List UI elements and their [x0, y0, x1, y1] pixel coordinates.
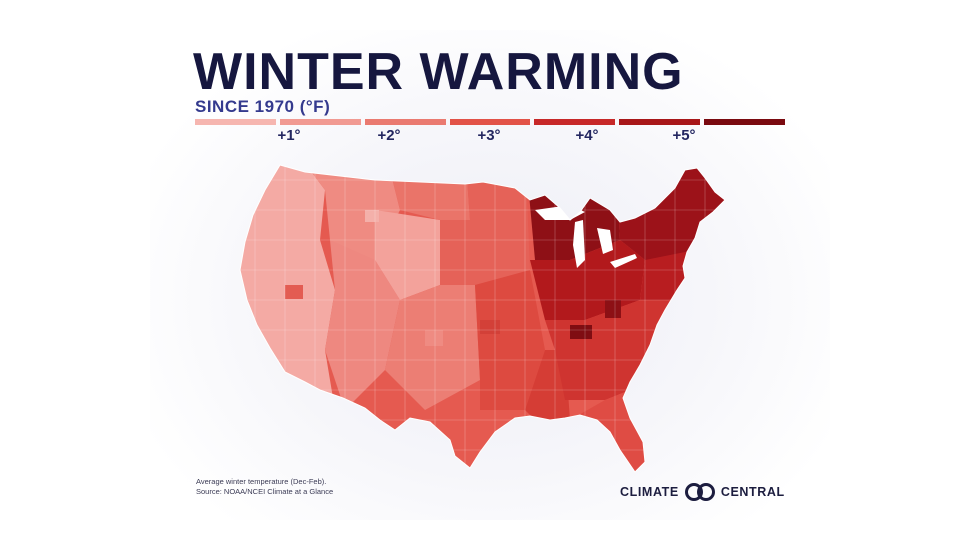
region-northwest-interior [295, 165, 400, 280]
map-regions [240, 165, 725, 472]
region-plains-south [475, 270, 545, 410]
county-accent-1 [285, 285, 303, 299]
region-southwest [385, 285, 480, 410]
legend-swatch-1 [195, 119, 276, 125]
map-subtitle: SINCE 1970 (°F) [195, 97, 331, 116]
legend-tick-2: +2° [377, 127, 401, 144]
county-accent-6 [425, 330, 443, 346]
legend-swatch-6 [619, 119, 701, 125]
region-great-basin [325, 240, 400, 410]
us-outline [239, 164, 726, 473]
legend-swatch-3 [364, 119, 446, 125]
legend-swatch-4 [449, 119, 531, 125]
county-accent-4 [605, 300, 621, 318]
color-legend [195, 119, 786, 125]
legend-swatch-7 [704, 119, 786, 125]
legend-swatch-2 [279, 119, 361, 125]
legend-tick-4: +4° [575, 127, 599, 144]
lake-erie [610, 254, 637, 268]
us-warming-map [239, 164, 726, 473]
footnote-line-2: Source: NOAA/NCEI Climate at a Glance [196, 487, 334, 496]
logo-word-climate: CLIMATE [620, 485, 679, 499]
climate-central-logo: CLIMATE CENTRAL [620, 481, 785, 503]
lake-michigan [573, 220, 585, 268]
legend-swatch-5 [534, 119, 616, 125]
region-northeast [615, 165, 725, 260]
county-accent-2 [365, 210, 379, 222]
legend-ticks: +1° +2° +3° +4° +5° [0, 127, 980, 149]
county-accent-5 [480, 320, 500, 334]
region-pacific-coast [240, 165, 335, 410]
climate-central-rings-icon [684, 483, 715, 501]
footnote-line-1: Average winter temperature (Dec-Feb). [196, 477, 327, 486]
legend-tick-1: +1° [277, 127, 301, 144]
lake-huron [597, 228, 613, 254]
legend-tick-5: +5° [672, 127, 696, 144]
county-accent-3 [570, 325, 592, 339]
legend-tick-3: +3° [477, 127, 501, 144]
footnote: Average winter temperature (Dec-Feb). So… [196, 477, 333, 497]
logo-word-central: CENTRAL [720, 485, 785, 499]
region-gulf-texas [525, 350, 570, 430]
map-title: WINTER WARMING [193, 43, 684, 101]
region-wyoming [375, 210, 440, 300]
